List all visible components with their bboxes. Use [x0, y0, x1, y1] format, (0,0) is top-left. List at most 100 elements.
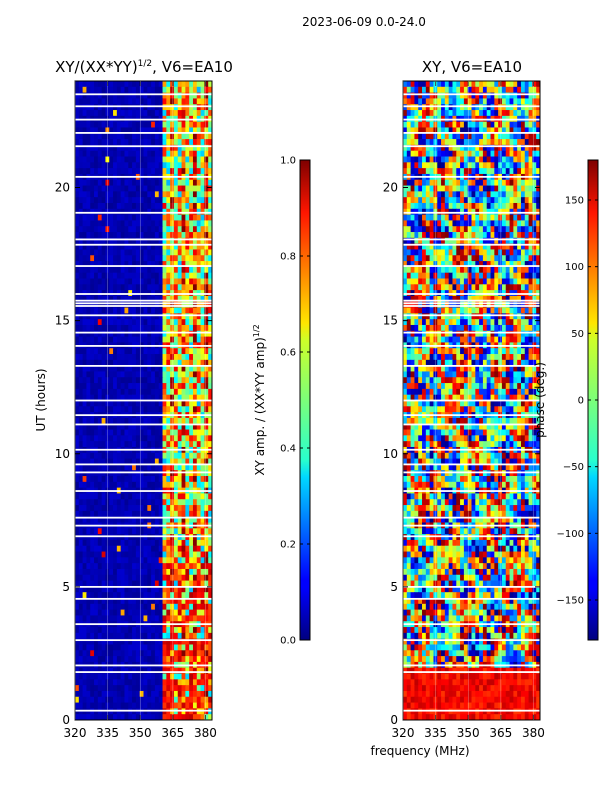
heatmap-cell	[97, 365, 103, 373]
heatmap-cell	[139, 144, 145, 152]
heatmap-cell	[135, 249, 141, 256]
heatmap-cell	[208, 371, 212, 378]
heatmap-cell	[82, 377, 88, 384]
heatmap-cell	[509, 133, 514, 140]
heatmap-cell	[94, 528, 99, 535]
heatmap-cell	[135, 144, 141, 152]
heatmap-cell	[513, 197, 518, 204]
heatmap-cell	[192, 278, 198, 285]
heatmap-cell	[120, 673, 126, 680]
heatmap-cell	[185, 650, 190, 657]
heatmap-cell	[192, 568, 198, 576]
heatmap-cell	[82, 197, 88, 204]
heatmap-cell	[135, 336, 141, 344]
heatmap-cell	[86, 365, 91, 373]
heatmap-cell	[536, 110, 540, 117]
heatmap-cell	[82, 510, 88, 518]
heatmap-cell	[448, 168, 454, 175]
heatmap-cell	[441, 202, 446, 210]
heatmap-cell	[116, 121, 122, 129]
heatmap-cell	[185, 255, 190, 262]
heatmap-cell	[82, 127, 88, 134]
heatmap-cell	[162, 301, 167, 309]
heatmap-cell	[132, 365, 137, 373]
heatmap-cell	[143, 598, 148, 605]
heatmap-cell	[151, 162, 156, 169]
heatmap-cell	[456, 185, 461, 192]
heatmap-cell	[204, 406, 209, 413]
heatmap-cell	[532, 214, 537, 222]
heatmap-cell	[196, 313, 202, 320]
heatmap-cell	[170, 516, 175, 524]
heatmap-cell	[154, 307, 160, 314]
heatmap-cell	[124, 638, 129, 646]
heatmap-cell	[185, 104, 190, 111]
heatmap-cell	[158, 679, 164, 686]
x-tick-label: 380	[194, 726, 217, 740]
heatmap-cell	[490, 127, 495, 134]
heatmap-cell	[509, 86, 514, 94]
heatmap-cell	[109, 685, 114, 692]
heatmap-cell	[154, 685, 160, 692]
heatmap-cell	[132, 249, 137, 256]
heatmap-cell	[97, 191, 103, 198]
heatmap-cell	[162, 226, 167, 233]
heatmap-cell	[196, 139, 202, 146]
heatmap-cell	[128, 685, 133, 692]
heatmap-cell	[90, 481, 95, 489]
heatmap-cell	[196, 423, 202, 431]
heatmap-cell	[113, 266, 118, 274]
heatmap-cell	[139, 580, 145, 587]
heatmap-cell	[97, 313, 103, 320]
heatmap-cell	[517, 127, 522, 134]
heatmap-cell	[208, 191, 212, 198]
heatmap-cell	[151, 673, 156, 680]
heatmap-cell	[124, 295, 129, 303]
heatmap-cell	[139, 168, 145, 175]
heatmap-cell	[173, 272, 179, 280]
heatmap-cell	[166, 220, 171, 227]
heatmap-cell	[173, 528, 179, 535]
heatmap-cell	[177, 481, 183, 489]
heatmap-cell	[139, 121, 145, 129]
heatmap-cell	[86, 429, 91, 436]
heatmap-cell	[192, 702, 198, 709]
heatmap-cell	[154, 110, 160, 117]
heatmap-cell	[143, 324, 148, 332]
heatmap-cell	[94, 98, 99, 105]
heatmap-cell	[86, 638, 91, 646]
heatmap-cell	[505, 86, 511, 94]
heatmap-cell	[151, 133, 156, 140]
heatmap-cell	[185, 592, 190, 599]
heatmap-cell	[75, 696, 80, 704]
heatmap-cell	[181, 354, 186, 361]
heatmap-cell	[528, 191, 533, 198]
heatmap-cell	[75, 371, 80, 378]
heatmap-cell	[124, 127, 129, 134]
heatmap-cell	[192, 400, 198, 407]
heatmap-cell	[200, 371, 205, 378]
heatmap-cell	[82, 423, 88, 431]
heatmap-cell	[154, 383, 160, 390]
heatmap-cell	[204, 632, 209, 640]
heatmap-cell	[75, 476, 80, 483]
heatmap-cell	[75, 197, 80, 204]
heatmap-cell	[97, 406, 103, 413]
heatmap-cell	[94, 272, 99, 280]
heatmap-cell	[116, 98, 122, 105]
heatmap-cell	[143, 493, 148, 500]
heatmap-cell	[200, 568, 205, 576]
heatmap-cell	[151, 702, 156, 709]
heatmap-cell	[151, 388, 156, 396]
heatmap-cell	[196, 441, 202, 448]
heatmap-cell	[151, 301, 156, 309]
heatmap-cell	[151, 261, 156, 268]
heatmap-cell	[200, 679, 205, 686]
heatmap-cell	[124, 121, 129, 129]
heatmap-cell	[208, 516, 212, 524]
heatmap-cell	[185, 197, 190, 204]
heatmap-cell	[200, 365, 205, 373]
heatmap-cell	[208, 121, 212, 129]
heatmap-cell	[467, 162, 473, 169]
heatmap-cell	[124, 232, 129, 239]
